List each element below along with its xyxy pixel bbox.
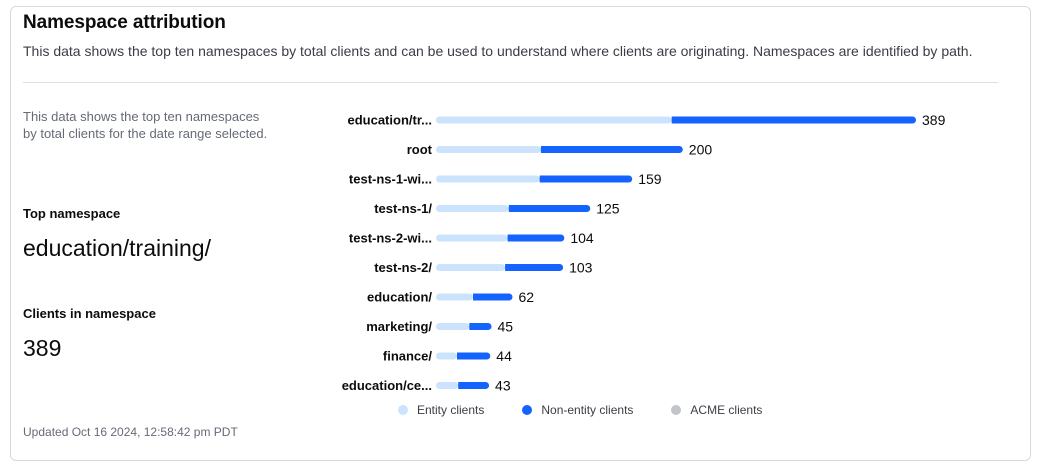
sidebar-description: This data shows the top ten namespaces b…: [23, 109, 268, 141]
clients-in-namespace-label: Clients in namespace: [23, 306, 156, 321]
bar-segment-entity: [436, 175, 540, 183]
bar-segment-non-entity: [539, 175, 633, 183]
card-title: Namespace attribution: [23, 12, 226, 33]
bar-value-label: 45: [498, 319, 514, 335]
bar-segment-join: [508, 205, 516, 212]
bar-segment-entity: [436, 293, 474, 301]
category-label: marketing/: [366, 319, 432, 334]
category-label: education/ce...: [342, 378, 432, 393]
category-label: test-ns-2-wi...: [349, 231, 432, 246]
legend-label-acme: ACME clients: [690, 403, 763, 417]
bar-segment-entity: [436, 382, 459, 389]
category-label: test-ns-1/: [374, 201, 432, 216]
bar-segment-join: [473, 293, 481, 301]
bar-segment-entity: [436, 116, 672, 124]
category-label: education/: [367, 290, 432, 305]
bar-segment-entity: [436, 352, 457, 360]
category-label: education/tr...: [347, 113, 432, 128]
bar-value-label: 159: [638, 171, 662, 187]
legend-dot-non-entity: [522, 405, 533, 415]
top-namespace-value: education/training/: [23, 235, 211, 261]
category-label: test-ns-1-wi...: [349, 172, 432, 187]
bar-segment-non-entity: [458, 382, 490, 389]
category-label: finance/: [383, 349, 433, 364]
bar-value-label: 200: [689, 142, 713, 158]
legend-label-entity: Entity clients: [417, 403, 485, 417]
legend-dot-entity: [398, 405, 408, 415]
bar-segment-join: [505, 264, 513, 271]
legend-item-acme: ACME clients: [671, 403, 762, 417]
bar-value-label: 62: [519, 289, 535, 305]
category-label: test-ns-2/: [374, 260, 432, 275]
bar-segment-entity: [436, 146, 541, 153]
bar-segment-non-entity: [540, 146, 683, 153]
legend-label-non-entity: Non-entity clients: [541, 403, 634, 417]
bar-value-label: 125: [596, 201, 620, 217]
bar-value-label: 43: [495, 378, 511, 394]
bar-value-label: 389: [922, 112, 946, 128]
bar-segment-join: [458, 382, 466, 389]
bar-segment-non-entity: [507, 234, 565, 242]
bar-segment-join: [469, 323, 477, 330]
bar-segment-join: [671, 116, 679, 124]
legend-dot-acme: [671, 405, 682, 415]
bar-value-label: 44: [496, 348, 512, 364]
chart-legend: Entity clients Non-entity clients ACME c…: [398, 403, 800, 417]
bar-value-label: 103: [569, 260, 593, 276]
card-description: This data shows the top ten namespaces b…: [23, 43, 973, 59]
bar-segment-join: [456, 352, 464, 360]
divider: [23, 82, 998, 83]
bar-segment-join: [507, 234, 515, 242]
bar-segment-entity: [436, 234, 508, 242]
bar-segment-non-entity: [473, 293, 513, 301]
category-label: root: [407, 142, 433, 157]
legend-item-non-entity: Non-entity clients: [522, 403, 633, 417]
updated-timestamp: Updated Oct 16 2024, 12:58:42 pm PDT: [23, 425, 238, 439]
clients-in-namespace-value: 389: [23, 335, 62, 361]
bar-segment-join: [540, 146, 548, 153]
legend-item-entity: Entity clients: [398, 403, 484, 417]
bar-segment-non-entity: [671, 116, 916, 124]
bar-segment-entity: [436, 205, 509, 212]
namespace-attribution-card: [10, 6, 1031, 461]
bar-segment-join: [539, 175, 547, 183]
bar-segment-non-entity: [456, 352, 491, 360]
bar-segment-non-entity: [505, 264, 564, 271]
bar-segment-non-entity: [508, 205, 591, 212]
top-namespace-label: Top namespace: [23, 206, 121, 221]
bar-segment-entity: [436, 264, 506, 271]
bar-segment-entity: [436, 323, 470, 330]
bar-value-label: 104: [570, 230, 594, 246]
